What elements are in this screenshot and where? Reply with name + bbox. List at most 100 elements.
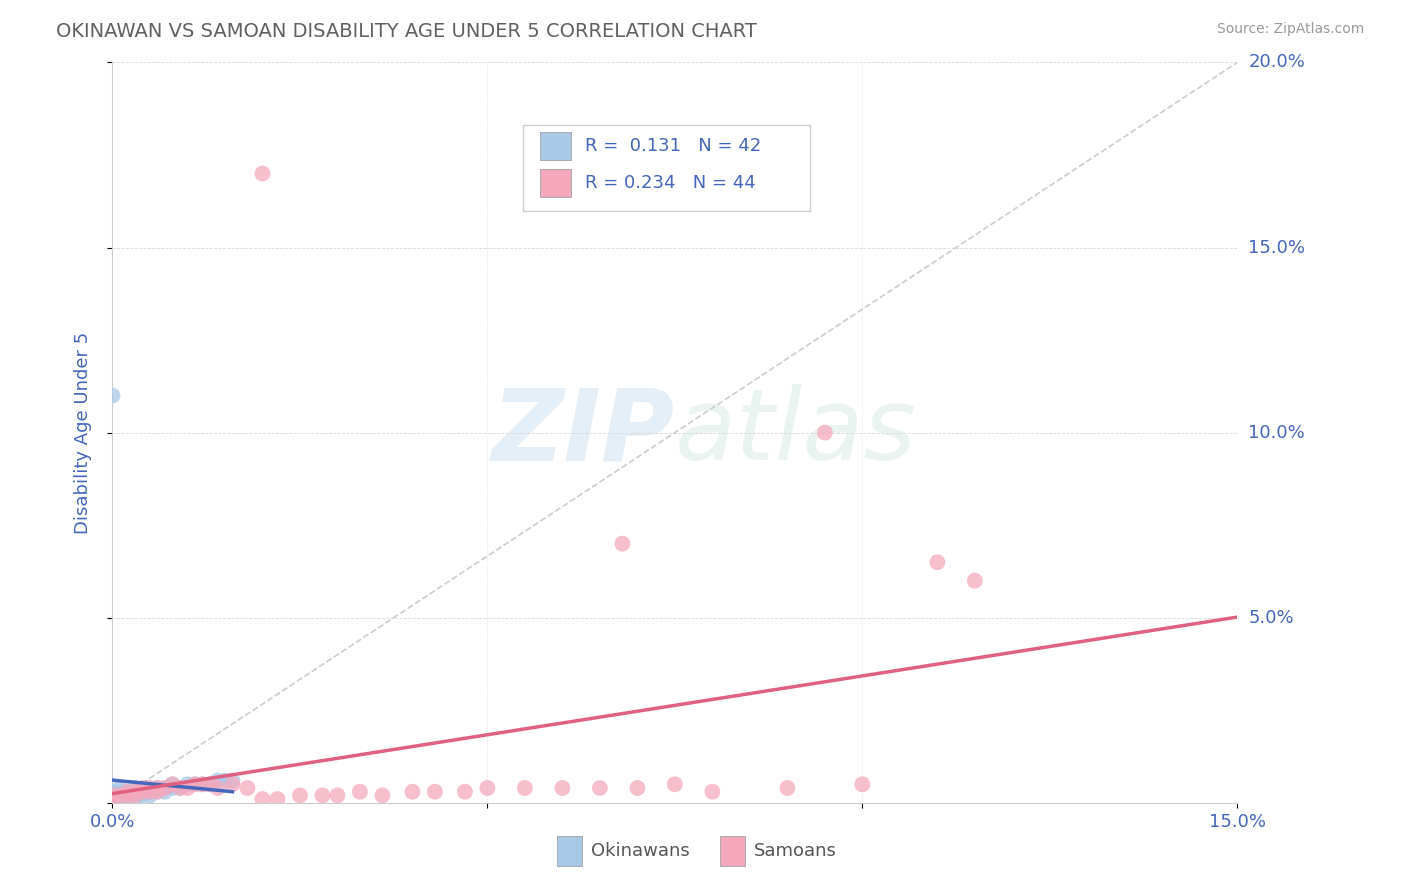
Point xyxy=(108,792,131,806)
Text: R =  0.131   N = 42: R = 0.131 N = 42 xyxy=(585,137,761,155)
Point xyxy=(454,785,477,799)
Point xyxy=(162,780,184,795)
Point xyxy=(349,785,371,799)
Point xyxy=(153,780,176,795)
Point xyxy=(101,388,124,402)
Text: Samoans: Samoans xyxy=(754,842,837,860)
Point xyxy=(776,780,799,795)
Point xyxy=(146,780,169,795)
Point xyxy=(169,780,191,795)
Point xyxy=(477,780,499,795)
Point xyxy=(131,785,153,799)
Text: ZIP: ZIP xyxy=(492,384,675,481)
Point xyxy=(139,785,162,799)
Point xyxy=(176,780,198,795)
Point xyxy=(513,780,536,795)
Point xyxy=(169,780,191,795)
Point xyxy=(101,796,124,810)
Point xyxy=(176,777,198,791)
Point xyxy=(198,777,221,791)
Text: atlas: atlas xyxy=(675,384,917,481)
Point xyxy=(131,780,153,795)
Text: 10.0%: 10.0% xyxy=(1249,424,1305,442)
Point xyxy=(131,789,153,803)
Text: OKINAWAN VS SAMOAN DISABILITY AGE UNDER 5 CORRELATION CHART: OKINAWAN VS SAMOAN DISABILITY AGE UNDER … xyxy=(56,22,756,41)
Point xyxy=(252,792,274,806)
Point xyxy=(108,785,131,799)
Point xyxy=(214,773,236,788)
Point xyxy=(146,785,169,799)
FancyBboxPatch shape xyxy=(540,169,571,197)
Point xyxy=(101,789,124,803)
Point xyxy=(101,792,124,806)
Point xyxy=(117,785,139,799)
Point xyxy=(702,785,724,799)
Point xyxy=(131,785,153,799)
Point xyxy=(184,777,207,791)
Point xyxy=(124,789,146,803)
Point xyxy=(124,785,146,799)
Point xyxy=(117,789,139,803)
Point xyxy=(101,796,124,810)
Point xyxy=(851,777,873,791)
Point xyxy=(108,780,131,795)
Point xyxy=(117,792,139,806)
Text: 5.0%: 5.0% xyxy=(1249,608,1294,627)
Point xyxy=(326,789,349,803)
Point xyxy=(664,777,686,791)
Point xyxy=(146,780,169,795)
Point xyxy=(117,785,139,799)
Point xyxy=(117,789,139,803)
Point xyxy=(198,777,221,791)
Point xyxy=(153,780,176,795)
Point xyxy=(117,789,139,803)
Point xyxy=(311,789,333,803)
Text: R = 0.234   N = 44: R = 0.234 N = 44 xyxy=(585,174,755,192)
Point xyxy=(108,796,131,810)
Point xyxy=(108,789,131,803)
Point xyxy=(401,785,423,799)
Point xyxy=(101,785,124,799)
Point xyxy=(101,792,124,806)
Point xyxy=(626,780,648,795)
Point xyxy=(146,785,169,799)
Point xyxy=(927,555,949,569)
Point xyxy=(221,777,243,791)
Text: 20.0%: 20.0% xyxy=(1249,54,1305,71)
Point xyxy=(221,773,243,788)
FancyBboxPatch shape xyxy=(523,126,810,211)
Point xyxy=(814,425,837,440)
FancyBboxPatch shape xyxy=(720,836,745,866)
Point xyxy=(101,789,124,803)
Point xyxy=(101,796,124,810)
Point xyxy=(207,780,229,795)
Point xyxy=(371,789,394,803)
Point xyxy=(139,780,162,795)
Point xyxy=(101,792,124,806)
Point xyxy=(162,777,184,791)
Point xyxy=(101,796,124,810)
Point xyxy=(963,574,986,588)
Point xyxy=(236,780,259,795)
Point xyxy=(124,792,146,806)
Point xyxy=(589,780,612,795)
Point xyxy=(139,789,162,803)
Point xyxy=(139,785,162,799)
Text: 15.0%: 15.0% xyxy=(1249,238,1305,257)
Point xyxy=(124,789,146,803)
Point xyxy=(207,773,229,788)
Point xyxy=(124,785,146,799)
Point xyxy=(252,166,274,180)
Point xyxy=(124,780,146,795)
Point xyxy=(551,780,574,795)
Point xyxy=(108,789,131,803)
Point xyxy=(612,536,634,550)
Y-axis label: Disability Age Under 5: Disability Age Under 5 xyxy=(73,332,91,533)
Text: Okinawans: Okinawans xyxy=(591,842,689,860)
Point xyxy=(108,792,131,806)
Text: Source: ZipAtlas.com: Source: ZipAtlas.com xyxy=(1216,22,1364,37)
Point xyxy=(191,777,214,791)
Point xyxy=(423,785,446,799)
Point xyxy=(184,777,207,791)
Point xyxy=(191,777,214,791)
